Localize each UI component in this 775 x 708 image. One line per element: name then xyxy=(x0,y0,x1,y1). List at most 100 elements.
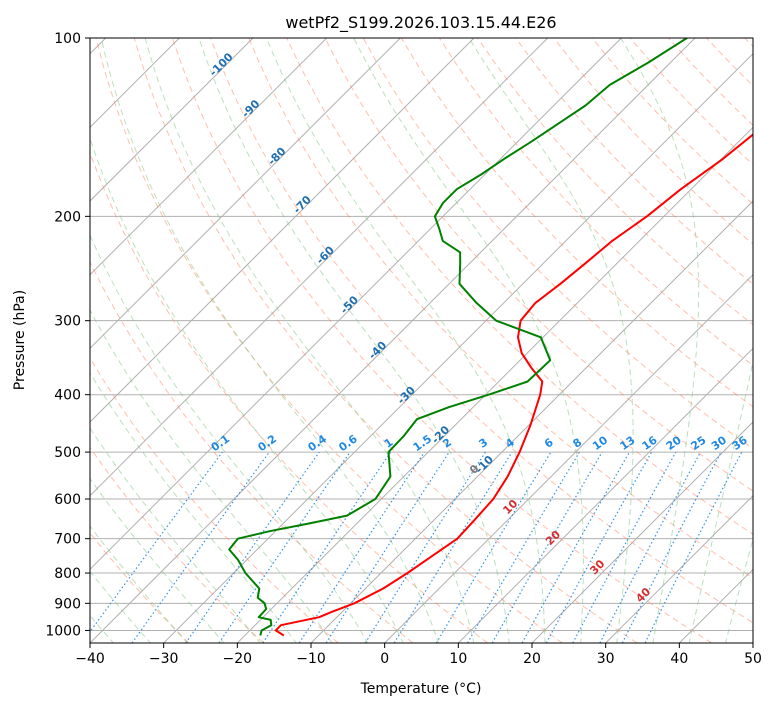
y-tick-label: 900 xyxy=(54,596,81,612)
moist-adiabat-line xyxy=(198,38,510,643)
y-tick-label: 700 xyxy=(54,532,81,548)
x-axis-label: Temperature (°C) xyxy=(360,681,482,697)
dry-adiabat-line xyxy=(90,357,339,643)
mixing-ratio-line xyxy=(545,451,653,643)
moist-adiabat-line xyxy=(90,309,333,643)
dewpoint-line xyxy=(228,38,688,636)
dry-adiabat-label: -80 xyxy=(265,145,288,168)
dry-adiabat-line xyxy=(248,38,753,579)
mixing-ratio-line xyxy=(90,451,223,633)
mixing-ratio-label: 20 xyxy=(664,433,684,453)
dry-adiabat-line xyxy=(286,38,753,535)
mixing-ratio-lines xyxy=(90,451,743,643)
mixing-ratio-line xyxy=(325,451,450,643)
dry-adiabat-line xyxy=(515,38,753,285)
mixing-ratio-line xyxy=(218,451,351,643)
dry-adiabat-line xyxy=(591,38,753,205)
dry-adiabat-line xyxy=(324,38,753,492)
x-tick-label: 20 xyxy=(523,651,541,667)
x-tick-label: −10 xyxy=(296,651,326,667)
moist-adiabat-line xyxy=(725,537,753,643)
moist-adiabat-label: 20 xyxy=(543,528,563,548)
dry-adiabat-line xyxy=(668,38,753,126)
moist-adiabat-line xyxy=(468,38,634,643)
mixing-ratio-label: 30 xyxy=(709,433,729,453)
mixing-ratio-line xyxy=(644,451,743,643)
dry-adiabat-label: -100 xyxy=(207,50,236,79)
dry-adiabat-label: -50 xyxy=(338,293,361,316)
isotherm-line xyxy=(531,421,753,643)
isotherm-line xyxy=(384,273,753,643)
mixing-ratio-label: 16 xyxy=(640,433,660,453)
x-tick-label: 10 xyxy=(449,651,467,667)
temperature-line xyxy=(274,133,753,637)
axes: −40 −30 −20 −10 0 10 20 30 40 5010020030040050060… xyxy=(45,31,762,667)
moist-adiabat-label: 10 xyxy=(500,497,520,517)
x-tick-label: −40 xyxy=(75,651,105,667)
dry-adiabat-line xyxy=(171,38,712,643)
mixing-ratio-line xyxy=(364,451,486,643)
isotherm-line xyxy=(752,642,753,643)
dry-adiabat-line xyxy=(553,38,753,245)
moist-adiabat-line xyxy=(100,38,440,643)
dry-adiabat-label: -40 xyxy=(366,339,389,362)
isotherm-line xyxy=(90,38,475,423)
y-tick-label: 300 xyxy=(54,314,81,330)
isotherm-line xyxy=(90,38,696,643)
x-tick-label: 40 xyxy=(670,651,688,667)
dry-adiabat-line xyxy=(90,446,264,643)
y-tick-label: 800 xyxy=(54,566,81,582)
mixing-ratio-label: 36 xyxy=(730,433,750,453)
mixing-ratio-label: 25 xyxy=(688,434,708,453)
moist-adiabat-line xyxy=(90,570,152,643)
dry-adiabat-line xyxy=(210,38,753,624)
y-tick-label: 200 xyxy=(54,209,81,225)
mixing-ratio-line xyxy=(262,451,392,643)
moist-adiabat-line xyxy=(90,371,297,643)
mixing-ratio-line xyxy=(393,451,513,643)
dry-adiabat-line xyxy=(706,38,753,87)
x-tick-label: −30 xyxy=(149,651,179,667)
isotherm-line xyxy=(90,38,328,276)
grid-layer xyxy=(90,38,753,643)
isotherm-line xyxy=(163,52,753,643)
mixing-ratio-line xyxy=(435,451,552,643)
dry-adiabat-line xyxy=(90,151,488,643)
moist-adiabat-line xyxy=(90,136,404,643)
moist-adiabat-line xyxy=(620,38,700,643)
y-tick-label: 1000 xyxy=(45,623,81,639)
y-axis-label: Pressure (hPa) xyxy=(12,290,28,390)
profile-lines xyxy=(228,38,753,637)
x-tick-label: −20 xyxy=(223,651,253,667)
moist-adiabat-line xyxy=(90,525,188,643)
mixing-ratio-label: 10 xyxy=(590,433,610,453)
chart-title: wetPf2_S199.2026.103.15.44.E26 xyxy=(285,13,556,33)
mixing-ratio-line xyxy=(572,451,677,643)
x-tick-label: 50 xyxy=(744,651,762,667)
dry-adiabat-label: -60 xyxy=(314,243,337,266)
moist-adiabats xyxy=(90,38,753,643)
moist-adiabat-label: 40 xyxy=(633,585,653,605)
mixing-ratio-label: 6 xyxy=(542,436,556,451)
mixing-ratio-line xyxy=(298,451,425,643)
dry-adiabat-label: -30 xyxy=(395,384,418,407)
dry-adiabat-line xyxy=(95,38,563,643)
mixing-ratio-line xyxy=(185,451,320,643)
y-tick-label: 500 xyxy=(54,445,81,461)
plot-frame xyxy=(89,37,754,644)
mixing-ratio-line xyxy=(521,451,631,643)
isotherm-line xyxy=(678,568,753,643)
moist-adiabat-line xyxy=(90,477,225,643)
mixing-ratio-line xyxy=(131,451,270,643)
moist-adiabat-line xyxy=(144,38,475,643)
dry-adiabat-label: -90 xyxy=(239,97,262,120)
moist-adiabat-line xyxy=(90,427,261,643)
moist-adiabat-line xyxy=(688,359,753,643)
isotherm-line xyxy=(90,38,549,497)
isotherm-line xyxy=(605,494,753,643)
dry-adiabat-line xyxy=(90,260,414,643)
isotherm-line xyxy=(90,38,401,350)
isotherm-line xyxy=(90,38,622,571)
